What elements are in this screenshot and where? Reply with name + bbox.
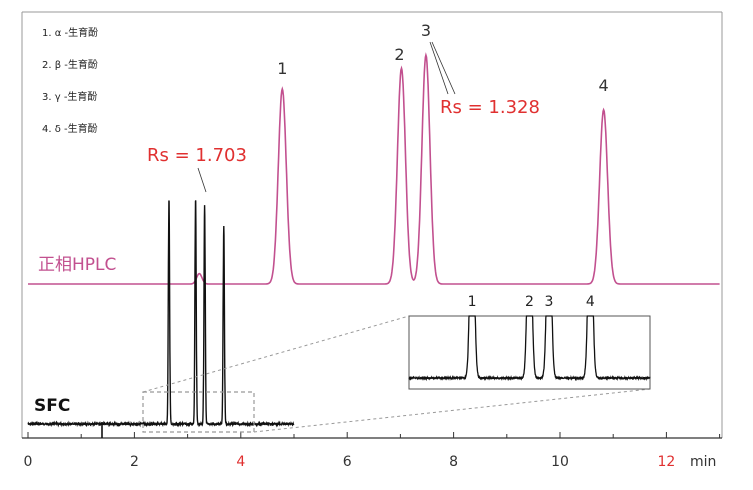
legend-item-4: 4. δ -生育酚 — [42, 122, 98, 135]
hplc-rs-leader-2 — [429, 41, 449, 95]
x-tick-label-6: 12 — [657, 454, 675, 470]
legend-item-2: 2. β -生育酚 — [42, 58, 98, 71]
x-tick-label-0: 0 — [24, 454, 33, 470]
legend: 1. α -生育酚 2. β -生育酚 3. γ -生育酚 4. δ -生育酚 — [42, 26, 98, 135]
hplc-rs-leader — [431, 41, 456, 95]
x-axis-unit-label: min — [690, 454, 716, 470]
x-tick-label-2: 4 — [236, 454, 245, 470]
hplc-rs-annotation: Rs = 1.328 — [440, 97, 540, 118]
sfc-trace — [27, 200, 295, 428]
legend-item-3: 3. γ -生育酚 — [42, 90, 97, 103]
zoom-source-box — [142, 391, 255, 433]
zoom-connector-top — [142, 315, 410, 393]
x-tick-label-4: 8 — [449, 454, 458, 470]
hplc-peak-label-3: 3 — [421, 21, 431, 40]
inset-peak-label-2: 2 — [525, 294, 534, 310]
sfc-rs-leader — [197, 167, 207, 193]
inset-trace — [408, 315, 651, 382]
legend-item-1: 1. α -生育酚 — [42, 26, 98, 39]
x-tick-label-3: 6 — [343, 454, 352, 470]
zoom-connector-bottom — [253, 388, 651, 433]
sfc-series-label: SFC — [34, 396, 70, 416]
x-axis-ticks: 0 2 4 6 8 10 12 — [24, 432, 721, 470]
hplc-peak-label-4: 4 — [599, 76, 609, 95]
hplc-peak-labels: 1 23 4 — [277, 21, 609, 95]
inset-peak-label-4: 4 — [586, 294, 595, 310]
hplc-peak-label-2: 2 — [394, 45, 404, 64]
x-tick-label-5: 10 — [551, 454, 569, 470]
hplc-peak-label-1: 1 — [277, 59, 287, 78]
x-tick-label-1: 2 — [130, 454, 139, 470]
hplc-trace — [28, 52, 720, 285]
inset-peak-label-3: 3 — [545, 294, 554, 310]
hplc-series-label: 正相HPLC — [38, 255, 116, 275]
sfc-rs-annotation: Rs = 1.703 — [147, 145, 247, 166]
inset-peak-label-1: 1 — [468, 294, 477, 310]
